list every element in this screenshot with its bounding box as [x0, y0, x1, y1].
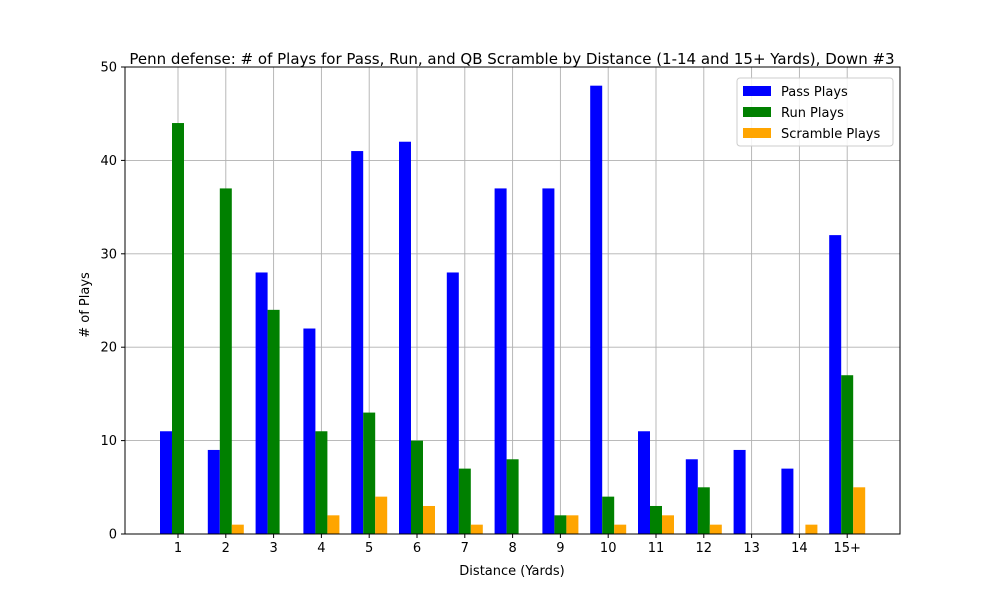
- chart-title: Penn defense: # of Plays for Pass, Run, …: [129, 50, 894, 68]
- legend-swatch: [743, 86, 771, 96]
- legend-label: Pass Plays: [781, 85, 848, 100]
- bar-scramble-plays-6: [423, 505, 435, 534]
- x-tick-label: 12: [696, 541, 713, 556]
- bar-run-plays-5: [363, 412, 376, 534]
- x-axis-label: Distance (Yards): [459, 564, 564, 579]
- bar-pass-plays-13: [733, 449, 746, 534]
- bar-pass-plays-2: [207, 449, 220, 534]
- x-tick-label: 11: [648, 541, 665, 556]
- bar-run-plays-12: [697, 487, 710, 534]
- y-tick-label: 20: [100, 341, 117, 356]
- y-tick-label: 40: [100, 154, 117, 169]
- bar-pass-plays-11: [638, 431, 650, 534]
- bar-scramble-plays-11: [662, 515, 674, 534]
- x-tick-label: 4: [317, 541, 325, 556]
- bar-run-plays-6: [411, 440, 423, 534]
- bar-run-plays-9: [554, 515, 567, 534]
- bar-scramble-plays-7: [470, 524, 483, 534]
- y-tick-label: 30: [100, 247, 117, 262]
- bar-scramble-plays-4: [327, 515, 340, 534]
- bar-pass-plays-1: [160, 431, 172, 534]
- x-tick-label: 1: [174, 541, 182, 556]
- bar-scramble-plays-5: [375, 496, 388, 534]
- bar-run-plays-11: [650, 505, 662, 534]
- legend: Pass Plays Run Plays Scramble Plays: [736, 77, 894, 147]
- x-tick-label: 2: [222, 541, 230, 556]
- x-tick-label: 13: [743, 541, 760, 556]
- bar-run-plays-1: [172, 123, 184, 534]
- bar-run-plays-7: [458, 468, 471, 534]
- bar-pass-plays-8: [494, 188, 507, 535]
- bar-pass-plays-15+: [829, 235, 842, 534]
- x-tick-label: 8: [508, 541, 516, 556]
- bar-pass-plays-7: [446, 272, 459, 534]
- bar-run-plays-2: [219, 188, 232, 535]
- legend-swatch: [743, 128, 771, 138]
- bar-run-plays-10: [602, 496, 615, 534]
- legend-label: Scramble Plays: [781, 127, 880, 142]
- bar-scramble-plays-14: [805, 524, 818, 534]
- legend-swatch: [743, 107, 771, 117]
- bar-run-plays-8: [506, 459, 519, 534]
- bar-scramble-plays-10: [614, 524, 627, 534]
- bar-run-plays-3: [267, 309, 280, 534]
- bar-scramble-plays-2: [231, 524, 244, 534]
- bar-pass-plays-6: [399, 141, 411, 534]
- y-axis-label: # of Plays: [78, 272, 93, 338]
- bar-pass-plays-3: [255, 272, 268, 534]
- y-tick-label: 50: [100, 61, 117, 76]
- legend-label: Run Plays: [781, 106, 844, 121]
- legend-box: [736, 77, 894, 147]
- bar-pass-plays-10: [590, 85, 603, 535]
- x-tick-label: 10: [600, 541, 617, 556]
- x-tick-label: 7: [461, 541, 469, 556]
- bar-scramble-plays-15+: [853, 487, 866, 534]
- x-tick-label: 9: [556, 541, 564, 556]
- bar-pass-plays-14: [781, 468, 794, 534]
- bar-scramble-plays-12: [709, 524, 722, 534]
- bar-run-plays-4: [315, 431, 328, 534]
- bar-scramble-plays-9: [566, 515, 579, 534]
- x-tick-label: 15+: [833, 541, 860, 556]
- bar-run-plays-15+: [841, 375, 854, 534]
- x-tick-label: 6: [413, 541, 421, 556]
- bars-layer: [160, 85, 866, 535]
- x-tick-label: 3: [269, 541, 277, 556]
- bar-pass-plays-12: [685, 459, 698, 534]
- x-tick-label: 14: [791, 541, 808, 556]
- y-tick-label: 10: [100, 434, 117, 449]
- x-tick-label: 5: [365, 541, 373, 556]
- bar-pass-plays-5: [351, 151, 364, 534]
- bar-pass-plays-9: [542, 188, 555, 535]
- bar-pass-plays-4: [303, 328, 316, 534]
- y-tick-label: 0: [109, 528, 117, 543]
- grid-layer: [125, 66, 900, 535]
